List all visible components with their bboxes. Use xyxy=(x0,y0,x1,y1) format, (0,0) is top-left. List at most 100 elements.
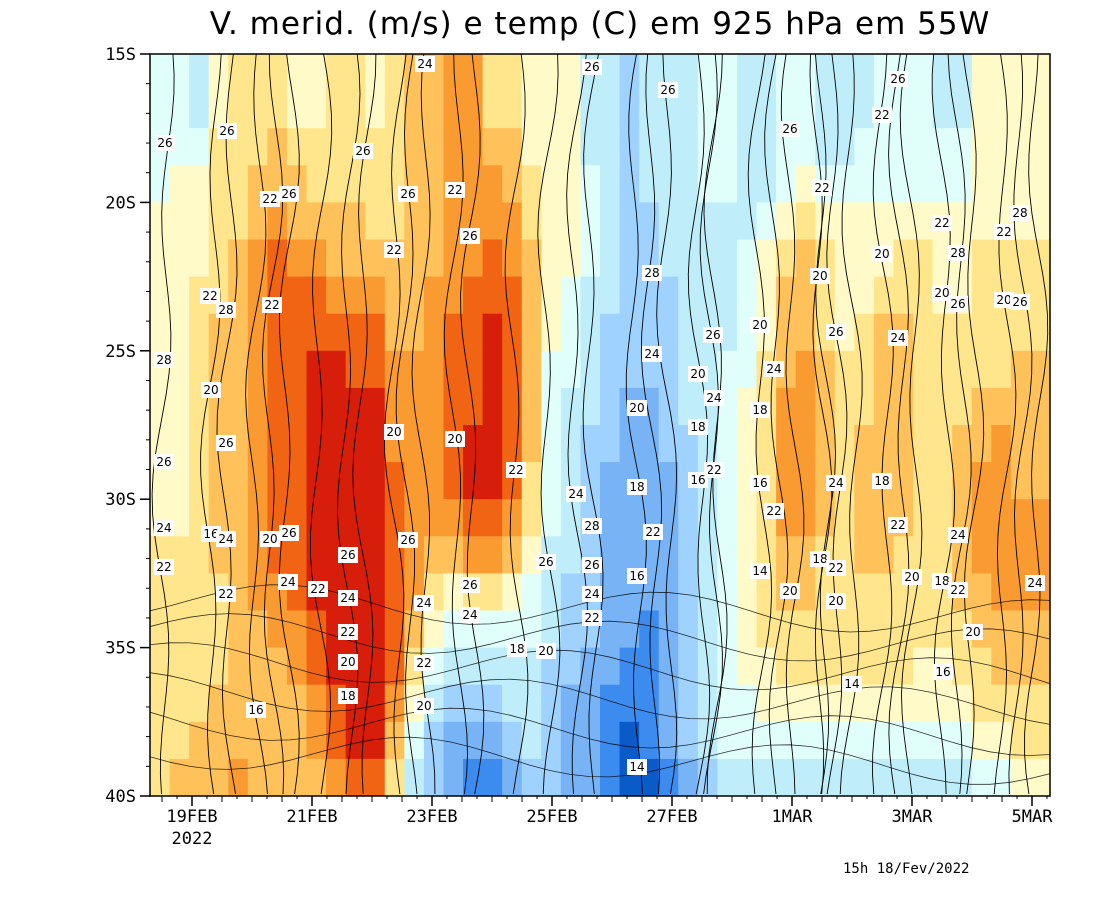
svg-text:22: 22 xyxy=(814,181,829,195)
shade-cell xyxy=(306,239,327,278)
shade-cell xyxy=(776,536,797,574)
shade-cell xyxy=(717,610,738,649)
shade-cell xyxy=(384,276,405,315)
shade-cell xyxy=(189,313,210,352)
shade-cell xyxy=(991,721,1012,760)
shade-cell xyxy=(169,499,190,537)
shade-cell xyxy=(913,499,934,537)
shade-cell xyxy=(482,462,503,500)
shade-cell xyxy=(560,610,582,649)
shade-cell xyxy=(228,647,249,686)
shade-cell xyxy=(482,387,503,426)
shade-cell xyxy=(443,573,464,612)
shade-cell xyxy=(365,610,386,649)
shade-cell xyxy=(521,721,542,760)
contour-label: 22 xyxy=(506,462,526,478)
shade-cell xyxy=(189,684,210,723)
contour-line xyxy=(993,54,1017,795)
shade-cell xyxy=(463,313,484,352)
contour-label: 24 xyxy=(414,595,434,611)
shade-cell xyxy=(678,91,699,129)
shade-cell xyxy=(639,536,660,574)
shade-cell xyxy=(502,54,523,92)
shade-cell xyxy=(1010,721,1032,760)
shade-cell xyxy=(228,91,249,129)
shade-cell xyxy=(795,610,816,649)
shade-cell xyxy=(952,313,973,352)
shade-cell xyxy=(600,499,621,537)
shade-cell xyxy=(873,202,895,241)
contour-line xyxy=(872,54,894,795)
shade-cell xyxy=(267,128,288,166)
contour-label: 26 xyxy=(338,547,358,563)
svg-text:22: 22 xyxy=(706,463,721,477)
shade-cell xyxy=(834,425,855,463)
shade-cell xyxy=(228,462,249,500)
svg-text:18: 18 xyxy=(509,642,524,656)
shade-cell xyxy=(600,721,621,760)
shade-cell xyxy=(873,128,895,166)
shade-cell xyxy=(306,165,327,203)
contour-label: 22 xyxy=(812,180,832,196)
shade-cell xyxy=(228,684,249,723)
shade-cell xyxy=(854,610,875,649)
contour-label: 22 xyxy=(948,582,968,598)
shade-cell xyxy=(913,610,934,649)
shade-cell xyxy=(169,91,190,129)
shade-cell xyxy=(247,721,268,760)
shade-cell xyxy=(267,758,288,796)
shade-cell xyxy=(913,462,934,500)
shade-cell xyxy=(189,721,210,760)
shade-cell xyxy=(247,610,268,649)
shade-cell xyxy=(306,610,327,649)
shade-cell xyxy=(345,276,366,315)
shade-cell xyxy=(189,425,210,463)
shade-cell xyxy=(834,758,855,796)
wind-contours xyxy=(150,54,1050,795)
shade-cell xyxy=(971,91,992,129)
svg-text:22: 22 xyxy=(386,243,401,257)
shade-cell xyxy=(345,202,366,241)
shade-cell xyxy=(306,202,327,241)
shade-cell xyxy=(776,387,797,426)
shade-cell xyxy=(815,684,836,723)
shade-cell xyxy=(286,239,308,278)
shade-cell xyxy=(247,647,268,686)
shade-cell xyxy=(678,313,699,352)
shade-cell xyxy=(365,573,386,612)
contour-label: 26 xyxy=(398,186,418,202)
shade-cell xyxy=(1030,165,1050,203)
contour-line xyxy=(888,54,910,795)
svg-text:20: 20 xyxy=(828,594,843,608)
x-tick-label: 5MAR xyxy=(1012,807,1054,827)
shade-cell xyxy=(365,165,386,203)
shade-cell xyxy=(306,387,327,426)
shade-cell xyxy=(326,91,347,129)
shade-cell xyxy=(189,128,210,166)
shade-cell xyxy=(893,425,914,463)
shade-cell xyxy=(306,462,327,500)
shade-cell xyxy=(619,165,640,203)
shade-cell xyxy=(423,462,445,500)
shade-cell xyxy=(795,647,816,686)
shade-cell xyxy=(521,573,542,612)
shade-cell xyxy=(952,54,973,92)
shade-cell xyxy=(541,499,562,537)
shade-cell xyxy=(639,721,660,760)
svg-text:22: 22 xyxy=(264,298,279,312)
contour-label: 28 xyxy=(642,265,662,281)
shade-cell xyxy=(658,387,679,426)
shade-cell xyxy=(795,276,816,315)
shade-cell xyxy=(619,202,640,241)
shade-cell xyxy=(345,721,366,760)
shade-cell xyxy=(365,425,386,463)
shade-cell xyxy=(521,202,542,241)
shade-cell xyxy=(619,91,640,129)
shade-cell xyxy=(365,276,386,315)
shade-cell xyxy=(991,499,1012,537)
shade-cell xyxy=(423,128,445,166)
svg-text:20: 20 xyxy=(752,318,767,332)
contour-label: 18 xyxy=(338,688,358,704)
contour-label: 20 xyxy=(260,531,280,547)
shade-cell xyxy=(267,350,288,389)
